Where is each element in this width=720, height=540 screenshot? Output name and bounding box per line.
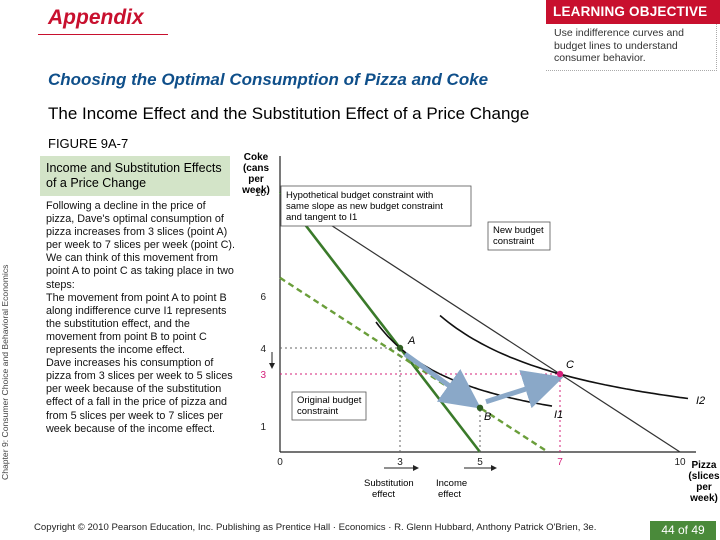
caption-paragraph-1: Following a decline in the price of pizz… [46,200,236,291]
y-axis-label-1: Coke [244,152,269,163]
i1-label: I1 [554,409,563,421]
x-axis-label-2: (slices [688,471,720,482]
new-label-1: New budget [493,225,544,236]
figure-heading-box [40,156,230,196]
point-c [556,370,564,378]
chart-lines: I1 I2 [278,191,705,454]
point-a [396,344,404,352]
y-tick-label-4: 4 [260,344,266,355]
hypothetical-label-1: Hypothetical budget constraint with [286,190,433,201]
income-effect-label-1: Income [436,478,467,489]
learning-objective-body: Use indifference curves and budget lines… [554,27,684,64]
section-rule [38,34,168,35]
hypothetical-label-2: same slope as new budget constraint [286,201,443,212]
indifference-curve-i2 [439,314,689,400]
learning-objective-frame [546,24,717,71]
slide-title: Choosing the Optimal Consumption of Pizz… [48,70,489,89]
x-axis-label-1: Pizza [691,460,716,471]
substitution-effect-label-2: effect [372,489,395,500]
income-effect-label-2: effect [438,489,461,500]
chapter-side-label: Chapter 9: Consumer Choice and Behaviora… [0,264,10,480]
substitution-effect-label-1: Substitution [364,478,414,489]
footer-copyright: Copyright © 2010 Pearson Education, Inc.… [34,522,597,533]
original-budget-line [278,191,482,453]
x-tick-label-3: 3 [397,457,403,468]
x-tick-label-10: 10 [674,457,686,468]
learning-objective-banner [546,0,720,24]
chart-points: A B C [396,335,574,423]
x-tick-label-7: 7 [557,457,563,468]
page-number-box [650,521,716,540]
hypothetical-label-box [280,185,472,227]
section-title: Appendix [48,6,144,29]
i2-label: I2 [696,395,705,407]
arrow-a-to-b [403,351,482,409]
point-label-c: C [566,359,574,371]
original-label-1: Original budget [297,395,362,406]
hypothetical-budget-line [279,276,549,454]
hypothetical-label-3: and tangent to I1 [286,212,357,223]
original-label-box [291,391,367,421]
new-label-2: constraint [493,236,535,247]
y-tick-label-6: 6 [260,292,266,303]
slide-subtitle: The Income Effect and the Substitution E… [48,104,530,123]
point-label-b: B [484,411,491,423]
page-number: 44 of 49 [661,523,705,537]
point-b [476,404,484,411]
learning-objective-title: LEARNING OBJECTIVE [553,4,708,19]
arrow-b-to-c [485,370,564,409]
new-budget-line [279,191,681,453]
caption-paragraph-3: Dave increases his consumption of pizza … [46,357,233,435]
y-axis-label-3: per [248,174,264,185]
figure-heading: Income and Substitution Effects of a Pri… [46,161,222,190]
caption-paragraph-2: The movement from point A to point B alo… [46,291,227,357]
point-label-a: A [407,335,415,347]
x-tick-label-0: 0 [277,457,283,468]
figure-label: FIGURE 9A-7 [48,136,129,151]
y-tick-label-3: 3 [260,370,266,381]
figure-caption: Following a decline in the price of pizz… [46,200,236,436]
y-axis-label-4: week) [241,185,270,196]
new-label-box [487,221,551,251]
x-axis-label-4: week) [689,493,718,504]
y-axis-label-2: (cans [243,163,270,174]
original-label-2: constraint [297,406,339,417]
x-tick-label-5: 5 [477,457,483,468]
y-tick-label-10: 10 [255,188,267,199]
y-tick-label-1: 1 [260,422,266,433]
x-axis-label-3: per [696,482,712,493]
